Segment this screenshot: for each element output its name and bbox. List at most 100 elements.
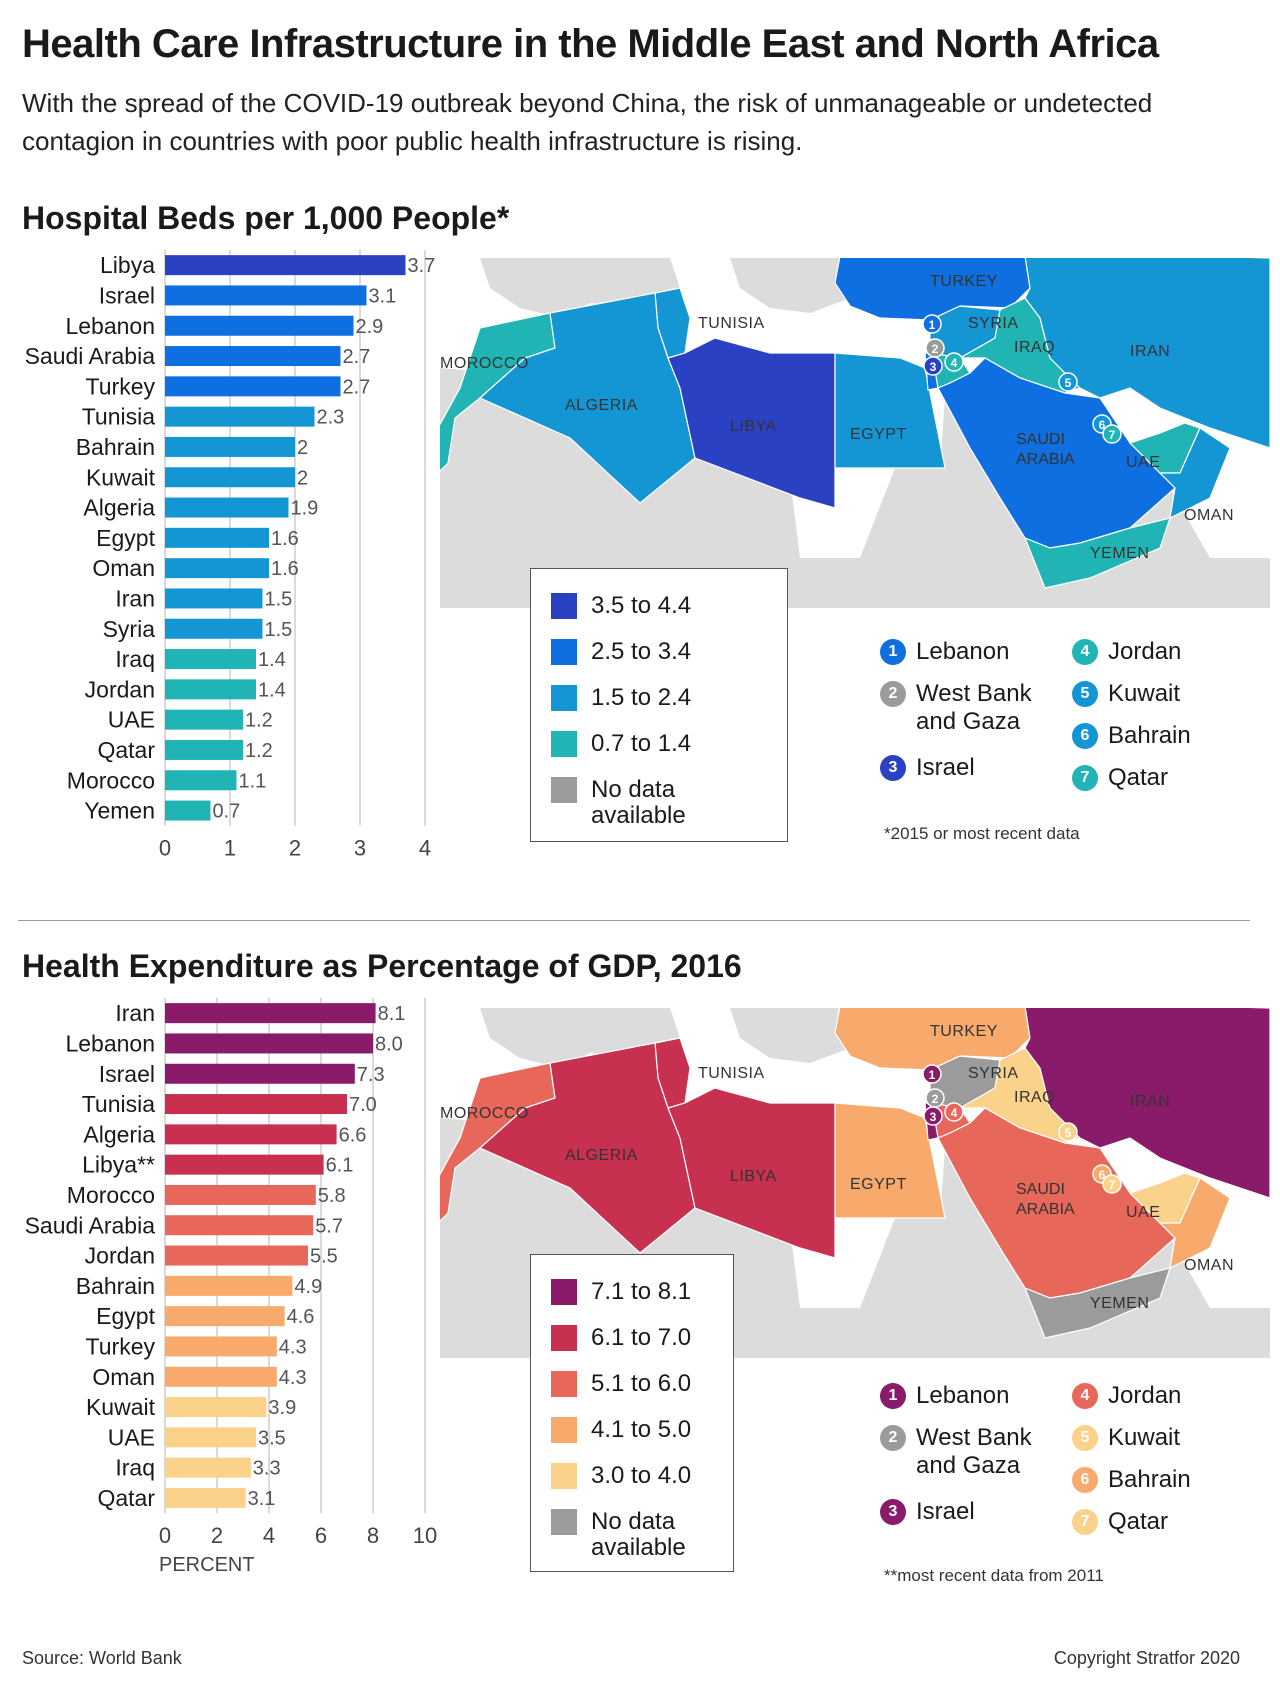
legend-swatch [551,639,577,665]
map-label-saudi: ARABIA [1016,1201,1075,1218]
value-label: 1.4 [258,679,286,701]
country-oman [1158,427,1231,520]
bar [165,1457,251,1478]
bar [165,800,211,821]
legend-swatch [551,731,577,757]
value-label: 3.5 [258,1427,286,1449]
value-label: 2.7 [343,376,371,398]
country-libya [667,337,836,509]
category-label: Egypt [96,1303,155,1329]
legend-label: 0.7 to 1.4 [591,730,692,757]
bar [165,709,243,730]
map-badge-number: 3 [930,1110,937,1124]
category-label: Bahrain [76,1273,155,1299]
bar [165,1306,285,1327]
map-badge [923,1106,943,1126]
map-label-uae: UAE [1126,454,1160,471]
map-label-turkey: TURKEY [930,1023,998,1040]
beds-map: TURKEY SYRIA IRAQ IRAN TUNISIA MOROCCO ALGERIA… [440,258,1270,608]
bar [165,1487,246,1508]
bar [165,1336,277,1357]
value-label: 6.1 [326,1155,354,1177]
category-label: Libya [100,252,155,278]
legend-label: 1.5 to 2.4 [591,684,692,711]
value-label: 1.5 [265,588,293,610]
bar [165,285,367,306]
country-iran [1024,1008,1270,1199]
value-label: 2 [297,467,308,489]
bar [165,1003,376,1024]
x-tick-label: 8 [367,1523,379,1548]
value-label: 7.0 [349,1094,377,1116]
x-tick-label: 2 [289,836,301,861]
category-label: Turkey [86,1333,156,1359]
value-label: 2 [297,437,308,459]
x-tick-label: 2 [211,1523,223,1548]
value-label: 1.2 [245,740,273,762]
key-label: West Bank [916,1424,1032,1451]
value-label: 4.6 [287,1306,315,1328]
map-badge [944,1102,964,1122]
legend-label: 4.1 to 5.0 [591,1416,692,1443]
value-label: 3.3 [253,1458,281,1480]
category-label: Kuwait [86,1394,156,1420]
map-badge-number: 2 [932,1092,939,1106]
map-label-algeria: ALGERIA [565,1147,638,1164]
beds-map-key: 1 Lebanon 2 West Bank and Gaza 3 Israel 4 Jordan… [880,638,1240,808]
beds-bar-chart: 0 1 2 3 4 Libya 3.7 Israel 3.1 Lebanon 2.9 Saudi Ar… [25,250,435,861]
category-label: Algeria [83,495,155,521]
bar [165,467,295,488]
map-label-iran: IRAN [1130,1093,1170,1110]
value-label: 5.8 [318,1185,346,1207]
bar [165,1033,373,1054]
legend-label: 7.1 to 8.1 [591,1278,692,1305]
map-label-oman: OMAN [1184,1257,1234,1274]
key-number-badge: 2 [880,1425,906,1451]
category-label: Yemen [84,798,155,824]
bar [165,1154,324,1175]
bar [165,679,256,700]
legend-label: No data [591,776,676,803]
category-label: UAE [108,1424,155,1450]
category-label: Qatar [97,1485,155,1511]
x-tick-label: 1 [224,836,236,861]
x-tick-label: 0 [159,836,171,861]
bar [165,255,406,276]
expenditure-footnote: **most recent data from 2011 [884,1566,1104,1585]
category-label: Jordan [85,1243,155,1269]
map-badge [944,352,964,372]
beds-footnote: *2015 or most recent data [884,824,1080,843]
category-label: Morocco [67,767,155,793]
bar [165,1366,277,1387]
x-tick-label: 4 [419,836,431,861]
legend-swatch [551,1279,577,1305]
key-label: Israel [916,754,975,781]
key-label: Lebanon [916,638,1010,665]
map-label-libya: LIBYA [730,1168,777,1185]
map-label-uae: UAE [1126,1204,1160,1221]
source-note: Source: World Bank [22,1648,182,1668]
key-label: Kuwait [1108,1424,1181,1451]
legend-label: available [591,802,686,829]
category-label: Morocco [67,1182,155,1208]
legend-label: 3.5 to 4.4 [591,592,692,619]
category-label: Iraq [115,646,155,672]
value-label: 8.0 [375,1033,403,1055]
bar [165,436,295,457]
bar [165,1275,293,1296]
key-number-badge: 5 [1072,1425,1098,1451]
key-number-badge: 3 [880,1499,906,1525]
value-label: 3.1 [248,1488,276,1510]
map-label-saudi: SAUDI [1016,431,1065,448]
value-label: 2.9 [356,316,384,338]
map-badge-number: 4 [951,1106,958,1120]
map-label-egypt: EGYPT [850,1176,907,1193]
bar [165,618,263,639]
key-label: Jordan [1108,1382,1182,1409]
legend-label: 2.5 to 3.4 [591,638,692,665]
x-tick-label: 3 [354,836,366,861]
category-label: Tunisia [82,404,155,430]
value-label: 1.9 [291,498,319,520]
europe-landmass [480,1008,860,1068]
bar [165,1184,316,1205]
